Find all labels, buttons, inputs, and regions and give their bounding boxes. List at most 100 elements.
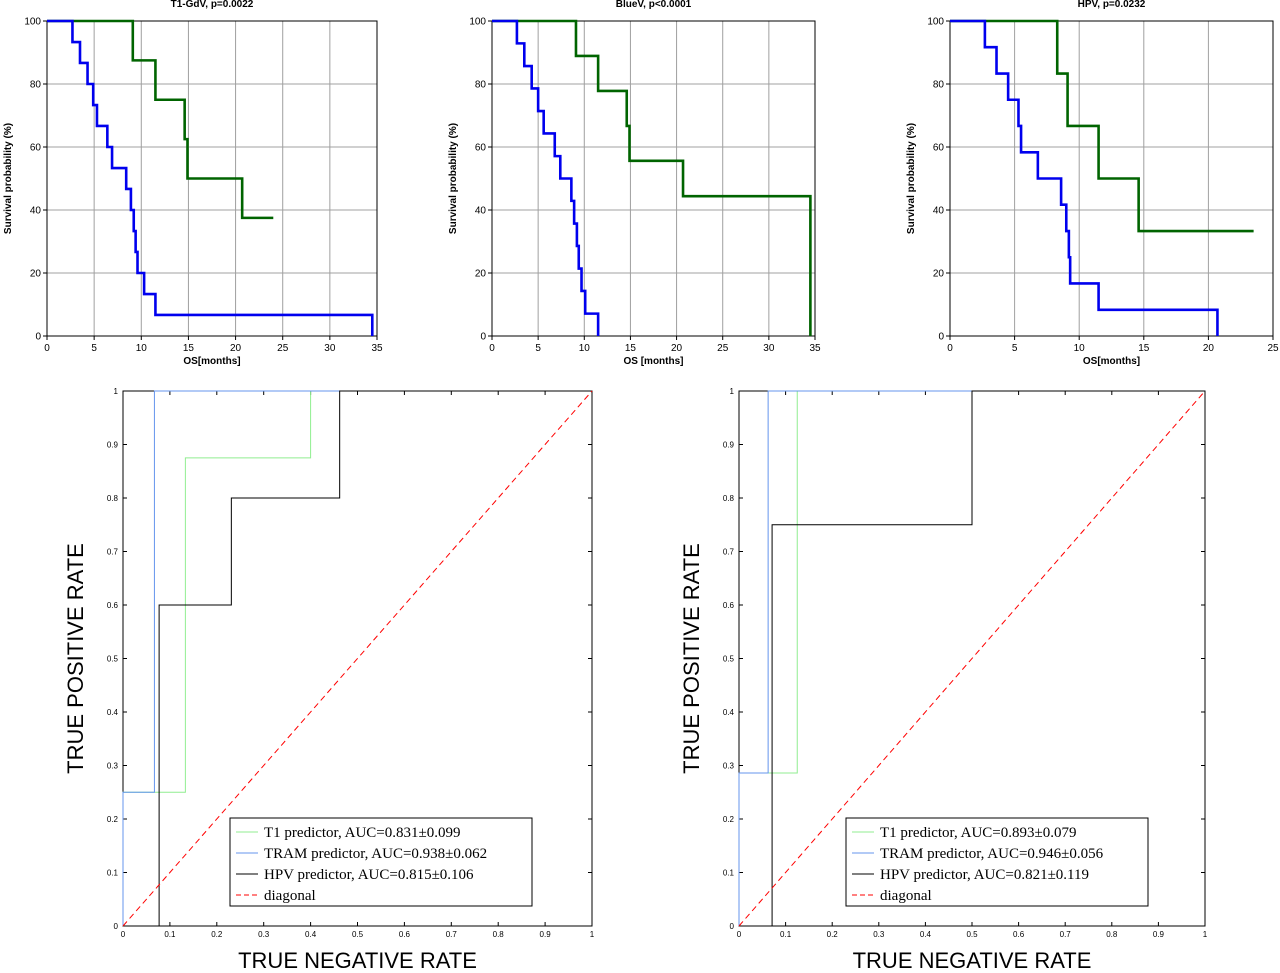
x-tick-label: 0.5 [352,930,364,939]
y-tick-label: 0.7 [107,548,119,557]
y-tick-label: 0.1 [723,869,735,878]
x-axis-label: OS [months] [624,356,684,367]
chart-title: T1-GdV, p=0.0022 [171,0,254,10]
survival-curve-low [492,19,600,336]
legend: T1 predictor, AUC=0.831±0.099 TRAM predic… [229,817,533,907]
x-tick-label: 15 [183,343,195,354]
y-tick-label: 0.1 [107,869,119,878]
survival-curve-low [47,19,374,336]
y-tick-label: 60 [933,143,945,154]
legend-entry: HPV predictor, AUC=0.821±0.119 [880,867,1089,883]
x-tick-label: 0.8 [493,930,505,939]
y-tick-label: 0 [938,332,944,343]
y-tick-label: 20 [933,269,945,280]
x-axis-label: TRUE NEGATIVE RATE [853,948,1092,973]
y-tick-label: 0.4 [107,708,119,717]
x-tick-label: 0 [947,343,953,354]
y-axis-label: TRUE POSITIVE RATE [679,543,704,774]
y-tick-label: 0.9 [723,441,735,450]
x-tick-label: 0.2 [211,930,223,939]
y-tick-label: 1 [730,387,735,396]
legend-entry: T1 predictor, AUC=0.831±0.099 [264,825,461,841]
plot-frame [46,20,378,337]
y-tick-label: 0.5 [107,655,119,664]
x-tick-label: 5 [1012,343,1018,354]
y-tick-label: 0.9 [107,441,119,450]
y-tick-label: 1 [114,387,119,396]
y-tick-label: 40 [475,206,487,217]
roc-curve-3 [771,390,1205,926]
x-tick-label: 10 [1074,343,1086,354]
y-tick-label: 0.7 [723,548,735,557]
legend-entry: TRAM predictor, AUC=0.938±0.062 [264,846,487,862]
legend-box [845,817,1149,907]
x-tick-label: 20 [230,343,242,354]
roc-curve-2 [122,390,592,926]
x-tick-label: 0.1 [164,930,176,939]
x-tick-label: 0 [121,930,126,939]
y-tick-label: 0.6 [723,601,735,610]
x-axis-label: OS[months] [1083,356,1140,367]
y-axis-label: Survival probability (%) [448,123,459,234]
y-tick-label: 60 [30,143,42,154]
y-tick-label: 100 [24,17,41,28]
x-tick-label: 1 [1203,930,1208,939]
x-tick-label: 0.7 [446,930,458,939]
x-tick-label: 25 [717,343,729,354]
x-tick-label: 0.8 [1106,930,1118,939]
roc-curve-2 [738,390,1205,926]
y-tick-label: 0.4 [723,708,735,717]
x-tick-label: 0 [737,930,742,939]
legend-entry: diagonal [880,888,932,904]
x-tick-label: 0.9 [1153,930,1165,939]
y-tick-label: 20 [475,269,487,280]
survival-curve-high [492,19,812,336]
x-tick-label: 20 [671,343,683,354]
x-tick-label: 0.6 [1013,930,1025,939]
x-tick-label: 0 [489,343,495,354]
x-tick-label: 30 [763,343,775,354]
y-axis-label: Survival probability (%) [906,123,917,234]
x-tick-label: 0 [44,343,50,354]
km-chart-2: 0 5 10 15 20 25 30 35 0 20 40 60 80 100 BlueV, p<0.000… [448,0,821,367]
survival-curve-high [950,19,1254,233]
plot-frame [491,20,816,337]
roc-chart-5: 0 0.1 0.2 0.3 0.4 0.5 0.6 0.7 0.8 0.9 1 0 0.1 0.2 0.3 0… [679,387,1208,973]
y-tick-label: 0.2 [723,815,735,824]
x-tick-label: 15 [1138,343,1150,354]
legend-entry: TRAM predictor, AUC=0.946±0.056 [880,846,1104,862]
roc-curve-4 [122,390,593,927]
x-tick-label: 30 [324,343,336,354]
y-tick-label: 80 [933,80,945,91]
y-axis-label: TRUE POSITIVE RATE [63,543,88,774]
legend-entry: diagonal [264,888,316,904]
y-tick-label: 60 [475,143,487,154]
y-tick-label: 0.8 [723,494,735,503]
x-tick-label: 0.3 [258,930,270,939]
y-tick-label: 100 [927,17,944,28]
chart-title: BlueV, p<0.0001 [616,0,692,10]
y-tick-label: 80 [475,80,487,91]
roc-curve-3 [158,390,592,926]
x-tick-label: 25 [1267,343,1279,354]
x-tick-label: 10 [136,343,148,354]
km-chart-1: 0 5 10 15 20 25 30 35 0 20 40 60 80 100 T1-GdV, p=0.00… [3,0,383,367]
x-tick-label: 20 [1203,343,1215,354]
x-tick-label: 0.9 [540,930,552,939]
x-tick-label: 35 [809,343,821,354]
x-tick-label: 1 [590,930,595,939]
x-tick-label: 0.5 [966,930,978,939]
y-tick-label: 0.8 [107,494,119,503]
y-axis-label: Survival probability (%) [3,123,14,234]
x-tick-label: 10 [579,343,591,354]
y-tick-label: 0.2 [107,815,119,824]
y-tick-label: 0 [480,332,486,343]
legend-box [229,817,533,907]
y-tick-label: 0 [35,332,41,343]
y-tick-label: 0 [730,922,735,931]
x-tick-label: 0.4 [305,930,317,939]
y-tick-label: 100 [469,17,486,28]
y-tick-label: 0.5 [723,655,735,664]
x-tick-label: 5 [91,343,97,354]
legend: T1 predictor, AUC=0.893±0.079 TRAM predic… [845,817,1149,907]
